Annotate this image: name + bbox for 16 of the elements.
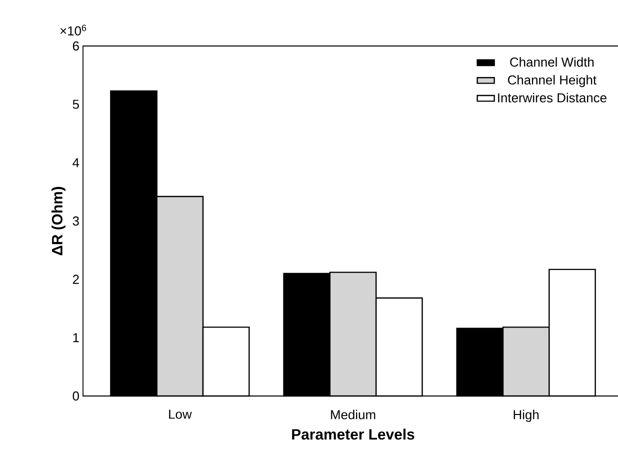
y-tick-label: 6 <box>72 41 79 51</box>
y-tick-label: 4 <box>72 158 80 168</box>
legend-label: Channel Height <box>508 75 596 88</box>
legend-label: Channel Width <box>510 57 594 67</box>
y-tick-label: 5 <box>72 100 79 109</box>
y-tick-label: 0 <box>72 391 79 401</box>
y-tick-label: 3 <box>72 216 79 226</box>
y-axis-title: ΔR (Ohm) <box>52 186 66 256</box>
y-tick-label: 1 <box>73 333 79 342</box>
text: ×10$^{6}$ <box>60 24 86 36</box>
y-tick-label: 2 <box>72 274 79 284</box>
x-axis-title: Parameter Levels <box>292 428 414 440</box>
x-tick-label: Medium <box>331 410 376 420</box>
x-tick-label: High <box>514 410 539 422</box>
x-tick-label: Low <box>169 410 192 419</box>
legend-label: Interwires Distance <box>498 92 606 102</box>
